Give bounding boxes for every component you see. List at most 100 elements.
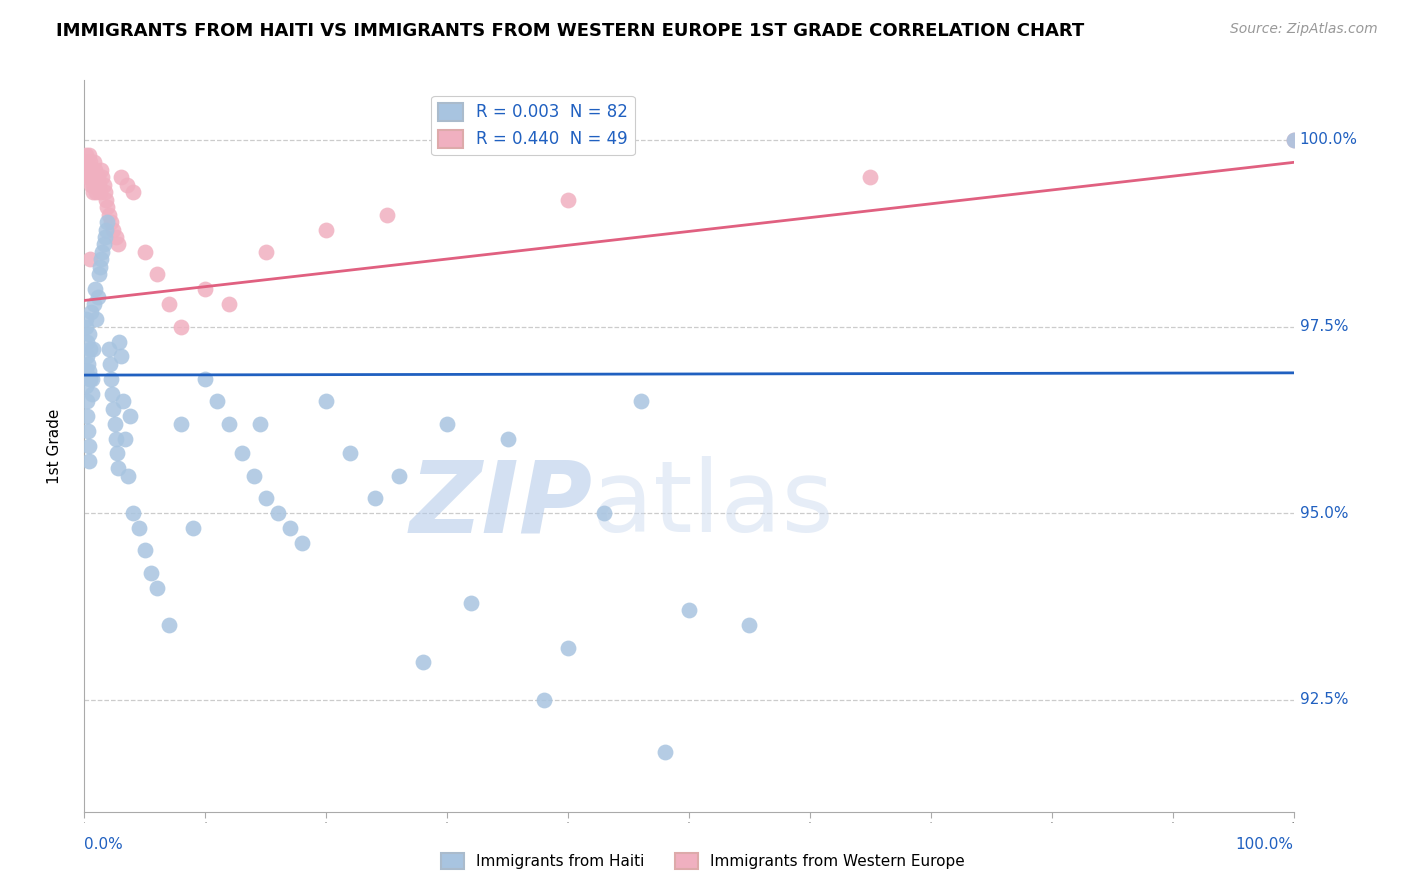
Point <box>97 208 120 222</box>
Point <box>76 350 98 364</box>
Point <box>79 155 101 169</box>
Point <box>89 260 111 274</box>
Point <box>1282 133 1305 147</box>
Point <box>121 506 143 520</box>
Point <box>859 170 882 185</box>
Text: IMMIGRANTS FROM HAITI VS IMMIGRANTS FROM WESTERN EUROPE 1ST GRADE CORRELATION CH: IMMIGRANTS FROM HAITI VS IMMIGRANTS FROM… <box>56 22 1084 40</box>
Point <box>84 162 107 177</box>
Point <box>108 334 131 349</box>
Point <box>101 386 124 401</box>
Point <box>77 364 100 378</box>
Point <box>100 372 122 386</box>
Point <box>436 417 458 431</box>
Point <box>82 186 104 200</box>
Point <box>94 230 117 244</box>
Point <box>254 244 277 259</box>
Point <box>77 162 100 177</box>
Point <box>231 446 253 460</box>
Point <box>103 401 125 416</box>
Point <box>315 394 337 409</box>
Point <box>103 222 125 236</box>
Point <box>104 432 127 446</box>
Point <box>86 312 108 326</box>
Point <box>89 186 111 200</box>
Point <box>79 252 101 267</box>
Legend: Immigrants from Haiti, Immigrants from Western Europe: Immigrants from Haiti, Immigrants from W… <box>434 847 972 875</box>
Point <box>79 342 101 356</box>
Point <box>82 162 104 177</box>
Text: 100.0%: 100.0% <box>1299 133 1358 147</box>
Point <box>267 506 290 520</box>
Point <box>75 155 97 169</box>
Point <box>86 178 108 192</box>
Point <box>80 372 103 386</box>
Point <box>242 468 264 483</box>
Point <box>146 268 169 282</box>
Point <box>738 618 761 632</box>
Point <box>84 186 107 200</box>
Point <box>76 409 98 424</box>
Point <box>80 178 103 192</box>
Text: Source: ZipAtlas.com: Source: ZipAtlas.com <box>1230 22 1378 37</box>
Point <box>82 342 104 356</box>
Point <box>79 372 101 386</box>
Point <box>77 148 100 162</box>
Point <box>77 326 100 341</box>
Text: 100.0%: 100.0% <box>1236 838 1294 853</box>
Point <box>1282 133 1305 147</box>
Point <box>249 417 271 431</box>
Point <box>194 282 217 296</box>
Text: 97.5%: 97.5% <box>1299 319 1348 334</box>
Point <box>83 297 105 311</box>
Point <box>96 200 118 214</box>
Point <box>100 215 122 229</box>
Point <box>630 394 652 409</box>
Point <box>87 268 110 282</box>
Point <box>117 468 139 483</box>
Point <box>75 364 97 378</box>
Point <box>77 424 100 438</box>
Point <box>90 162 112 177</box>
Point <box>94 193 117 207</box>
Point <box>157 618 180 632</box>
Point <box>79 170 101 185</box>
Point <box>90 252 112 267</box>
Point <box>79 372 101 386</box>
Point <box>77 454 100 468</box>
Point <box>533 692 555 706</box>
Point <box>291 536 314 550</box>
Point <box>412 656 434 670</box>
Point <box>94 186 117 200</box>
Point <box>207 394 229 409</box>
Point <box>593 506 616 520</box>
Point <box>460 596 482 610</box>
Point <box>75 319 97 334</box>
Point <box>557 640 579 655</box>
Point <box>93 178 115 192</box>
Point <box>75 312 97 326</box>
Point <box>105 446 128 460</box>
Point <box>84 282 107 296</box>
Point <box>339 446 361 460</box>
Point <box>77 170 100 185</box>
Point <box>75 379 97 393</box>
Point <box>104 230 127 244</box>
Point <box>678 603 700 617</box>
Point <box>94 222 117 236</box>
Point <box>218 297 240 311</box>
Legend: R = 0.003  N = 82, R = 0.440  N = 49: R = 0.003 N = 82, R = 0.440 N = 49 <box>432 96 634 155</box>
Point <box>496 432 519 446</box>
Point <box>93 237 115 252</box>
Point <box>146 581 169 595</box>
Point <box>128 521 150 535</box>
Point <box>77 357 100 371</box>
Point <box>80 304 103 318</box>
Point <box>278 521 301 535</box>
Text: 95.0%: 95.0% <box>1299 506 1348 521</box>
Point <box>76 394 98 409</box>
Point <box>82 178 104 192</box>
Point <box>110 170 132 185</box>
Point <box>110 350 132 364</box>
Point <box>75 148 97 162</box>
Point <box>77 439 100 453</box>
